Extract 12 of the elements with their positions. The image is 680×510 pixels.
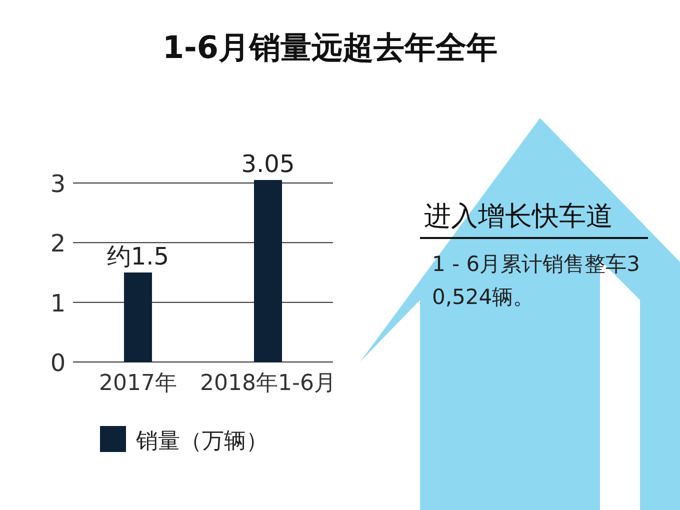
legend-label: 销量（万辆） bbox=[135, 429, 268, 454]
text: 1 - 6月累计销售整车30,524辆。 bbox=[432, 251, 642, 311]
data-label: 3.05 bbox=[241, 150, 295, 178]
y-tick-label: 2 bbox=[50, 230, 66, 258]
y-tick-label: 3 bbox=[50, 170, 66, 198]
data-label: 约1.5 bbox=[106, 242, 170, 270]
y-tick-label: 0 bbox=[50, 349, 66, 377]
y-tick-label: 1 bbox=[50, 289, 66, 318]
text: 进入增长快车道 bbox=[424, 201, 613, 232]
chart-title: 1-6月销量远超去年全年 bbox=[162, 30, 498, 66]
x-tick-label: 2018年1-6月 bbox=[200, 371, 336, 396]
x-tick-label: 2017年 bbox=[99, 371, 177, 396]
